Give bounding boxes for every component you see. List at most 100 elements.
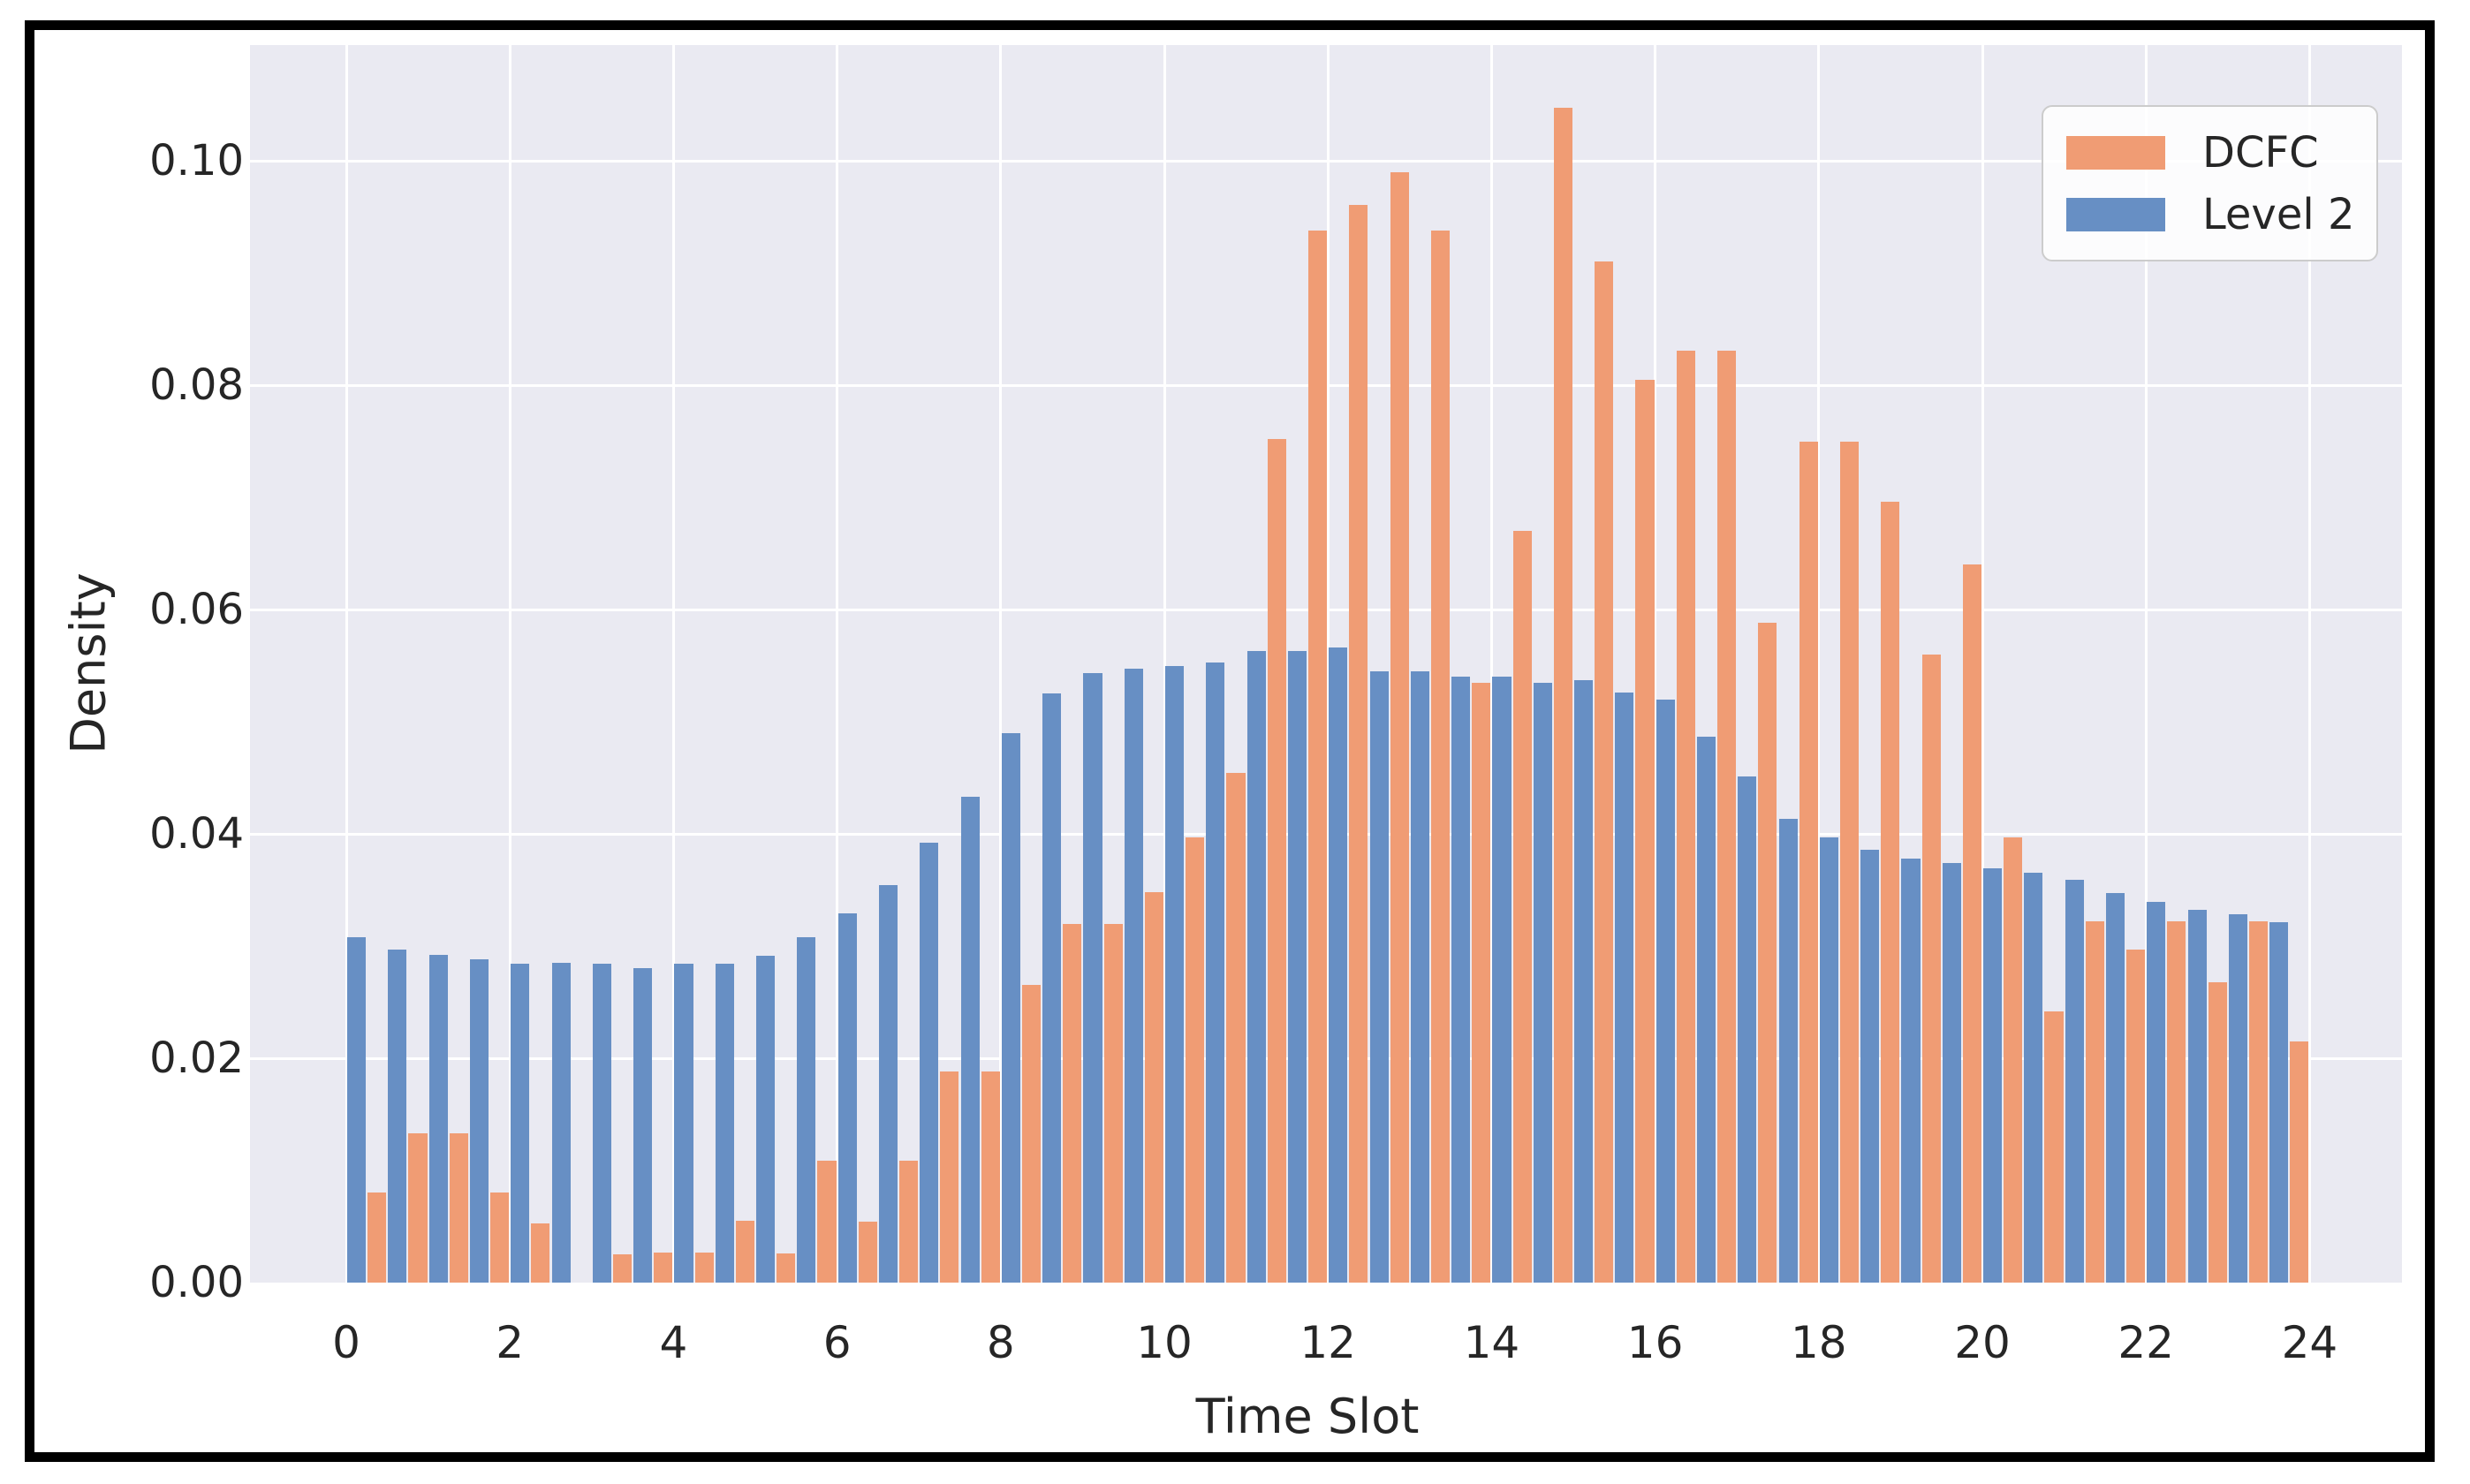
bar-dcfc-t5: [777, 1253, 796, 1283]
bar-dcfc-t18.5: [1881, 502, 1900, 1283]
gridline-vertical: [1981, 45, 1984, 1283]
bar-dcfc-t4: [694, 1252, 714, 1283]
bar-dcfc-t5.5: [817, 1160, 837, 1283]
bar-level2-t16: [1656, 699, 1675, 1283]
bar-level2-t1: [428, 955, 448, 1283]
x-tick-label-2: 2: [496, 1317, 525, 1368]
bar-dcfc-t23: [2248, 921, 2269, 1283]
bar-level2-t11.5: [1287, 650, 1307, 1283]
bar-level2-t7: [920, 843, 939, 1283]
bar-level2-t22.5: [2187, 910, 2207, 1283]
gridline-vertical: [2307, 45, 2311, 1283]
x-tick-label-22: 22: [2118, 1317, 2174, 1368]
bar-level2-t22: [2147, 902, 2166, 1283]
bar-dcfc-t19.5: [1962, 564, 1981, 1283]
bar-dcfc-t7.5: [981, 1071, 1000, 1283]
x-axis-title: Time Slot: [1195, 1389, 1420, 1444]
bar-level2-t3.5: [633, 968, 653, 1283]
bar-dcfc-t10: [1186, 837, 1205, 1283]
bar-dcfc-t14.5: [1553, 108, 1572, 1283]
bar-dcfc-t6: [858, 1222, 877, 1283]
x-tick-label-16: 16: [1626, 1317, 1684, 1368]
y-tick-label-0.02: 0.02: [149, 1034, 244, 1083]
legend-item-level2: Level 2: [2066, 193, 2376, 236]
gridline-vertical: [1326, 45, 1330, 1283]
bar-dcfc-t21: [2085, 921, 2104, 1283]
gridline-vertical: [508, 45, 511, 1283]
bar-dcfc-t13.5: [1472, 682, 1491, 1283]
bar-level2-t10: [1165, 665, 1185, 1283]
bar-level2-t21.5: [2105, 893, 2125, 1283]
bar-dcfc-t11: [1267, 438, 1286, 1283]
bar-dcfc-t0: [367, 1192, 387, 1283]
bar-dcfc-t23.5: [2290, 1041, 2309, 1283]
gridline-vertical: [1817, 45, 1821, 1283]
bar-dcfc-t21.5: [2126, 949, 2146, 1283]
bar-level2-t23: [2228, 914, 2247, 1283]
bar-dcfc-t11.5: [1308, 230, 1328, 1283]
legend-label-level2: Level 2: [2202, 189, 2355, 239]
bar-dcfc-t13: [1430, 230, 1451, 1283]
bar-level2-t12: [1329, 647, 1348, 1283]
bar-level2-t18.5: [1860, 849, 1880, 1283]
bar-level2-t13.5: [1451, 677, 1471, 1283]
y-tick-label-0.00: 0.00: [149, 1258, 244, 1307]
legend-label-dcfc: DCFC: [2202, 127, 2319, 178]
bar-dcfc-t17: [1758, 623, 1777, 1283]
legend-item-dcfc: DCFC: [2066, 132, 2376, 174]
bar-level2-t9.5: [1124, 669, 1143, 1283]
legend: DCFC Level 2: [2042, 105, 2378, 261]
bar-level2-t8.5: [1042, 693, 1062, 1283]
bar-level2-t4.5: [715, 964, 734, 1283]
x-tick-label-24: 24: [2281, 1317, 2338, 1368]
legend-swatch-dcfc-icon: [2066, 135, 2165, 170]
bar-level2-t4: [674, 964, 693, 1283]
bar-dcfc-t17.5: [1799, 441, 1818, 1283]
gridline-horizontal: [250, 159, 2402, 163]
bar-level2-t7.5: [960, 797, 980, 1283]
bar-dcfc-t8.5: [1063, 923, 1082, 1283]
bar-level2-t15: [1574, 680, 1594, 1283]
bar-dcfc-t20: [2004, 837, 2023, 1283]
bar-dcfc-t10.5: [1226, 773, 1246, 1283]
y-tick-label-0.08: 0.08: [149, 360, 244, 410]
legend-swatch-level2-icon: [2066, 197, 2165, 231]
figure-border: Density Time Slot 0.00 0.02 0.04 0.06 0.08 0.…: [25, 20, 2435, 1462]
bar-level2-t19.5: [1942, 863, 1961, 1283]
bar-dcfc-t22: [2167, 921, 2186, 1283]
bar-dcfc-t3.5: [654, 1252, 673, 1283]
bar-dcfc-t9.5: [1144, 892, 1163, 1283]
bar-level2-t2.5: [551, 963, 571, 1283]
bar-level2-t17.5: [1778, 819, 1798, 1283]
x-tick-label-20: 20: [1954, 1317, 2011, 1368]
bar-dcfc-t14: [1512, 531, 1532, 1283]
x-tick-label-18: 18: [1790, 1317, 1847, 1368]
gridline-vertical: [2144, 45, 2148, 1283]
gridline-vertical: [999, 45, 1003, 1283]
bar-dcfc-t18: [1839, 441, 1860, 1283]
bar-level2-t6.5: [878, 885, 898, 1283]
bar-dcfc-t16.5: [1717, 350, 1737, 1283]
bar-dcfc-t7: [940, 1071, 959, 1283]
bar-level2-t19: [1901, 858, 1921, 1283]
bar-level2-t18: [1819, 837, 1838, 1283]
x-tick-label-6: 6: [822, 1317, 852, 1368]
bar-dcfc-t16: [1676, 350, 1695, 1283]
gridline-vertical: [836, 45, 839, 1283]
bar-dcfc-t12: [1349, 204, 1368, 1283]
gridline-vertical: [671, 45, 675, 1283]
bar-level2-t14.5: [1533, 682, 1552, 1283]
bar-level2-t0: [347, 936, 367, 1283]
bar-dcfc-t19: [1921, 654, 1941, 1283]
bar-level2-t20.5: [2024, 873, 2043, 1283]
bar-level2-t11: [1246, 650, 1266, 1283]
y-tick-label-0.04: 0.04: [149, 809, 244, 859]
bar-level2-t10.5: [1206, 662, 1225, 1283]
bar-level2-t15.5: [1615, 692, 1634, 1283]
bar-level2-t5: [756, 956, 776, 1283]
bar-level2-t14: [1492, 677, 1512, 1283]
x-tick-label-8: 8: [986, 1317, 1015, 1368]
bar-level2-t1.5: [469, 959, 489, 1283]
x-tick-label-0: 0: [332, 1317, 360, 1368]
